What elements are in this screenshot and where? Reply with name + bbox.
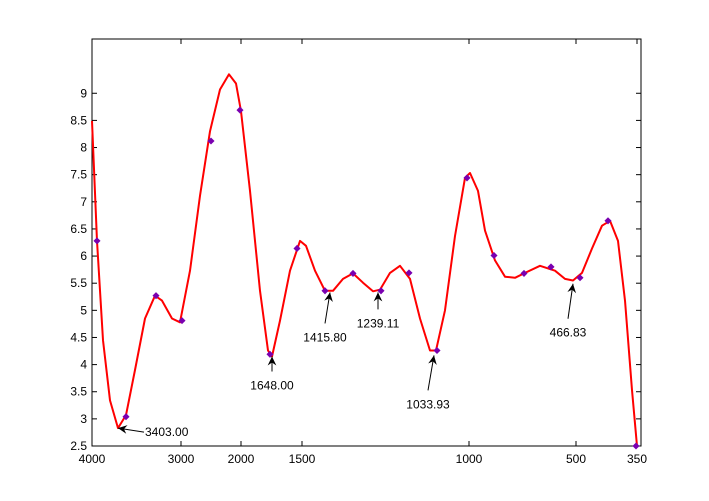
data-point [547,263,555,271]
annotation-arrowhead [373,292,383,302]
y-tick-label: 6 [80,249,87,263]
x-tick-label: 2000 [228,452,255,466]
data-point [520,269,528,277]
data-point [604,217,612,225]
data-point [433,346,441,355]
y-tick-label: 3 [80,412,87,426]
annotation-arrowhead [267,356,277,366]
x-tick-label: 350 [627,452,647,466]
annotation-label: 1648.00 [250,378,294,392]
annotation-label: 1239.11 [357,316,400,330]
x-tick-label: 1500 [289,452,316,466]
data-point [321,287,329,295]
y-tick-label: 7 [80,195,87,209]
y-tick-label: 9 [80,86,87,100]
data-point [349,269,357,277]
y-tick-label: 8 [80,141,87,155]
y-tick-label: 5.5 [70,276,87,290]
data-point [576,274,584,282]
data-point [377,287,385,295]
data-point [632,442,640,450]
data-point [293,244,301,253]
x-tick-label: 4000 [79,452,106,466]
annotation-arrowhead [324,292,333,303]
data-point [93,237,101,245]
y-tick-label: 6.5 [70,222,87,236]
plot-frame [91,38,642,447]
y-tick-label: 4.5 [70,330,87,344]
data-point [405,269,413,277]
x-tick-label: 1000 [456,452,483,466]
data-point [152,292,160,300]
data-point [266,350,274,358]
annotation-arrowhead [118,425,128,434]
data-point [122,413,130,421]
y-tick-label: 3.5 [70,385,87,399]
annotation-label: 466.83 [550,326,587,340]
y-tick-label: 7.5 [70,168,87,182]
y-tick-label: 5 [80,303,87,317]
x-tick-label: 3000 [168,452,195,466]
annotation-arrowhead [428,355,437,365]
annotation-label: 1415.80 [303,330,347,344]
annotation-label: 1033.93 [406,397,450,411]
data-point [178,317,186,325]
x-tick-label: 500 [566,452,586,466]
annotation-arrowhead [567,283,577,294]
data-point [463,174,471,182]
y-tick-label: 4 [80,358,87,372]
data-point [236,106,244,114]
annotation-label: 3403.00 [145,425,189,439]
data-point [207,137,215,145]
y-tick-label: 2.5 [70,439,87,453]
y-tick-label: 8.5 [70,113,87,127]
